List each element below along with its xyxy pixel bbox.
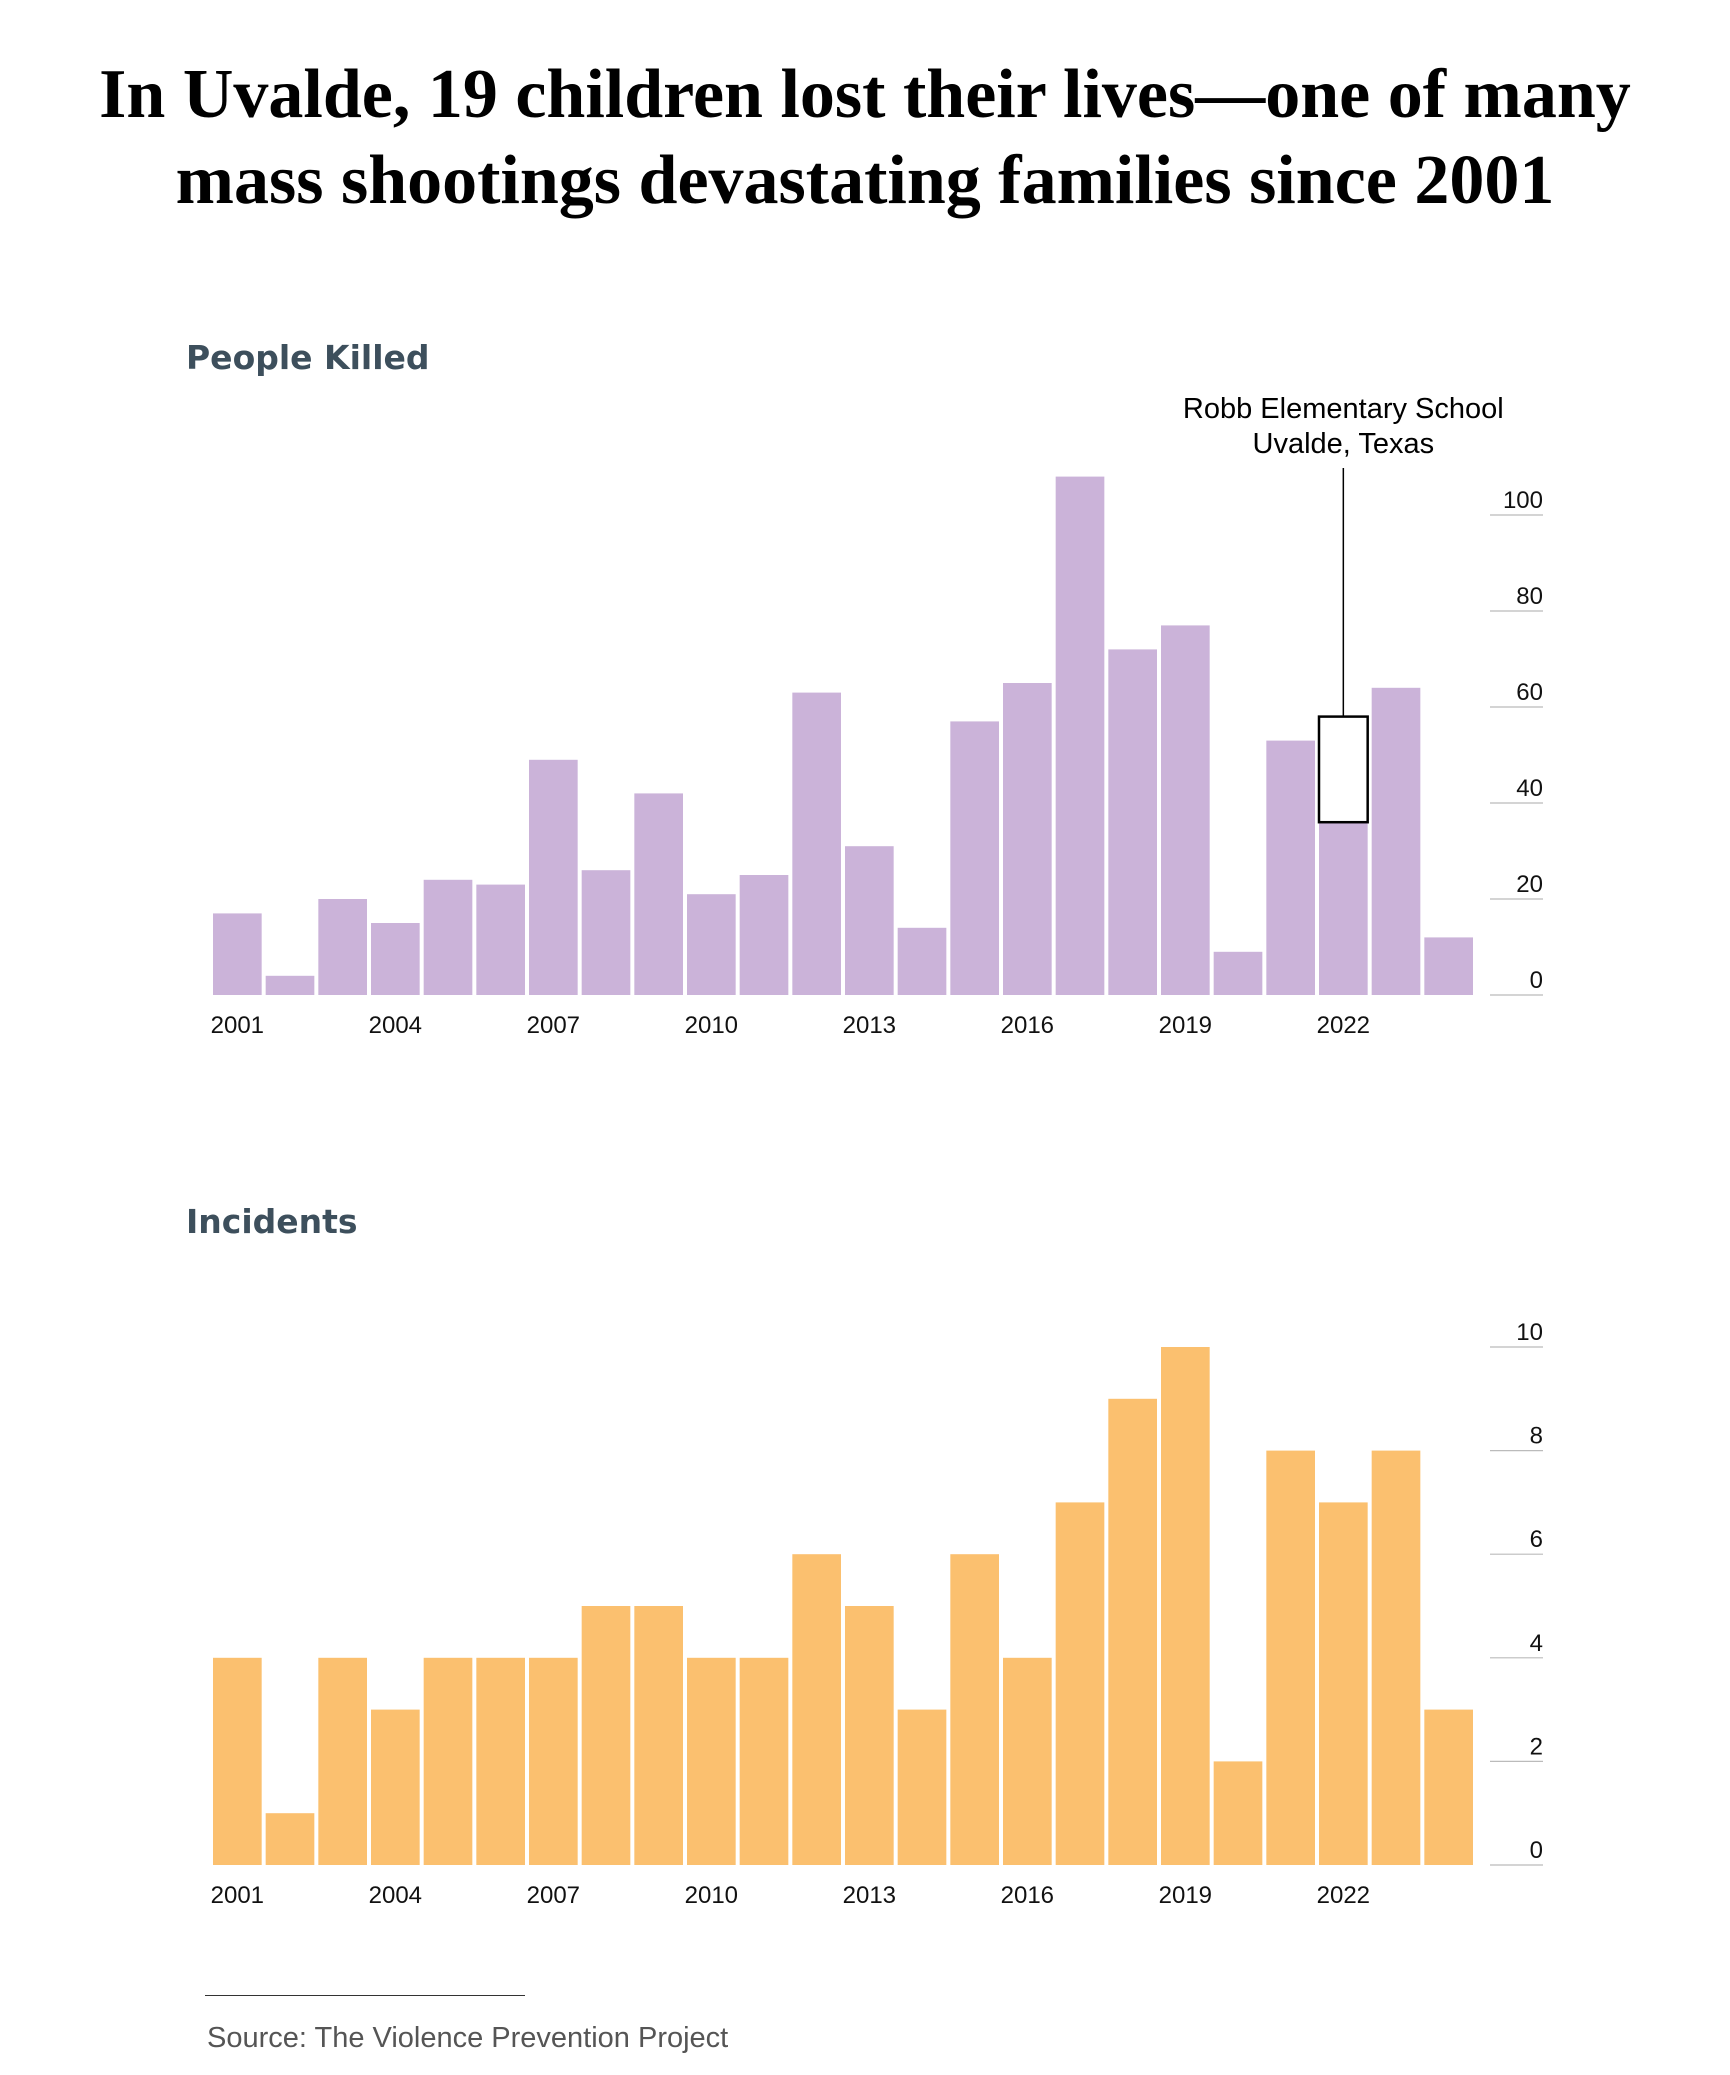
bar-2020	[1213, 1761, 1263, 1865]
incidents-chart-title: Incidents	[186, 1202, 358, 1241]
bar-2007	[529, 759, 578, 995]
bar-2013	[845, 1606, 894, 1865]
bar-2008	[581, 1606, 631, 1865]
source-note: Source: The Violence Prevention Project	[207, 2022, 729, 2054]
bar-2017	[1055, 476, 1105, 996]
y-tick-label: 0	[1530, 1837, 1543, 1864]
bar-2006	[476, 1657, 525, 1865]
bar-2021	[1266, 740, 1315, 995]
x-tick-label: 2001	[211, 1012, 264, 1039]
bar-2019	[1161, 625, 1210, 995]
y-tick-label: 0	[1530, 967, 1543, 994]
people-killed-chart-title: People Killed	[186, 338, 430, 377]
bar-2001	[213, 913, 262, 995]
x-tick-label: 2019	[1159, 1012, 1212, 1039]
bar-2018	[1108, 649, 1157, 995]
bar-2005	[423, 879, 473, 995]
x-tick-label: 2007	[527, 1882, 580, 1909]
bar-2014	[897, 927, 947, 995]
bar-2023	[1371, 1450, 1421, 1865]
y-tick-label: 6	[1530, 1526, 1543, 1553]
bar-2008	[581, 870, 631, 995]
bar-2022	[1319, 822, 1368, 995]
bar-2010	[687, 1657, 736, 1865]
bar-2024	[1424, 1709, 1473, 1865]
bar-2002	[265, 975, 315, 995]
bar-2006	[476, 884, 525, 995]
x-tick-label: 2013	[843, 1012, 896, 1039]
highlight-box	[1317, 715, 1369, 824]
bar-2021	[1266, 1450, 1315, 1865]
bar-2009	[634, 1606, 683, 1865]
y-tick-label: 8	[1530, 1423, 1543, 1450]
x-tick-label: 2010	[685, 1882, 738, 1909]
y-tick-label: 60	[1516, 679, 1543, 706]
bar-2010	[687, 894, 736, 995]
x-tick-label: 2001	[211, 1882, 264, 1909]
bar-2011	[739, 1657, 789, 1865]
x-tick-label: 2022	[1317, 1882, 1370, 1909]
x-tick-label: 2019	[1159, 1882, 1212, 1909]
bar-2001	[213, 1657, 262, 1865]
bar-2004	[371, 923, 420, 995]
bar-2005	[423, 1657, 473, 1865]
y-tick-label: 100	[1503, 487, 1543, 514]
bar-2018	[1108, 1398, 1157, 1865]
bar-2023	[1371, 687, 1421, 995]
bar-2003	[318, 899, 367, 995]
x-tick-label: 2004	[369, 1012, 422, 1039]
bar-2020	[1213, 951, 1263, 995]
x-tick-label: 2022	[1317, 1012, 1370, 1039]
y-tick-label: 10	[1516, 1319, 1543, 1346]
bar-2012	[792, 692, 841, 995]
bar-2016	[1003, 1657, 1052, 1865]
bar-2007	[529, 1657, 578, 1865]
headline: In Uvalde, 19 children lost their lives—…	[0, 52, 1730, 224]
headline-line-1: In Uvalde, 19 children lost their lives—…	[99, 56, 1631, 133]
y-tick-label: 2	[1530, 1733, 1543, 1760]
bar-2022	[1319, 1502, 1368, 1865]
x-tick-label: 2016	[1001, 1012, 1054, 1039]
bar-2011	[739, 875, 789, 995]
x-tick-label: 2010	[685, 1012, 738, 1039]
annotation-label-line-2: Uvalde, Texas	[1253, 428, 1435, 460]
bar-2017	[1055, 1502, 1105, 1865]
bar-2009	[634, 793, 683, 995]
bar-2015	[950, 721, 999, 995]
people-killed-chart: 0 20 40 60 80 100 2001 2004 2007 2010 2013 2016 2019…	[211, 393, 1543, 1039]
headline-line-2: mass shootings devastating families sinc…	[175, 142, 1555, 219]
bar-2014	[897, 1709, 947, 1865]
y-tick-label: 80	[1516, 583, 1543, 610]
x-tick-label: 2013	[843, 1882, 896, 1909]
incidents-chart: 0 2 4 6 8 10 2001 2004 2007 2010 2013 2016 2019 2022	[211, 1319, 1543, 1909]
x-tick-label: 2004	[369, 1882, 422, 1909]
x-tick-label: 2016	[1001, 1882, 1054, 1909]
y-tick-label: 40	[1516, 775, 1543, 802]
bar-2016	[1003, 683, 1052, 995]
bar-2013	[845, 846, 894, 995]
y-tick-label: 20	[1516, 871, 1543, 898]
annotation-label-line-1: Robb Elementary School	[1183, 393, 1504, 425]
bar-2002	[265, 1813, 315, 1865]
x-tick-label: 2007	[527, 1012, 580, 1039]
bar-2024	[1424, 937, 1473, 995]
y-tick-label: 4	[1530, 1630, 1543, 1657]
source-divider	[205, 1995, 525, 1996]
bar-2015	[950, 1554, 999, 1865]
bar-2019	[1161, 1347, 1210, 1865]
bar-2012	[792, 1554, 841, 1865]
bar-2004	[371, 1709, 420, 1865]
bar-2003	[318, 1657, 367, 1865]
